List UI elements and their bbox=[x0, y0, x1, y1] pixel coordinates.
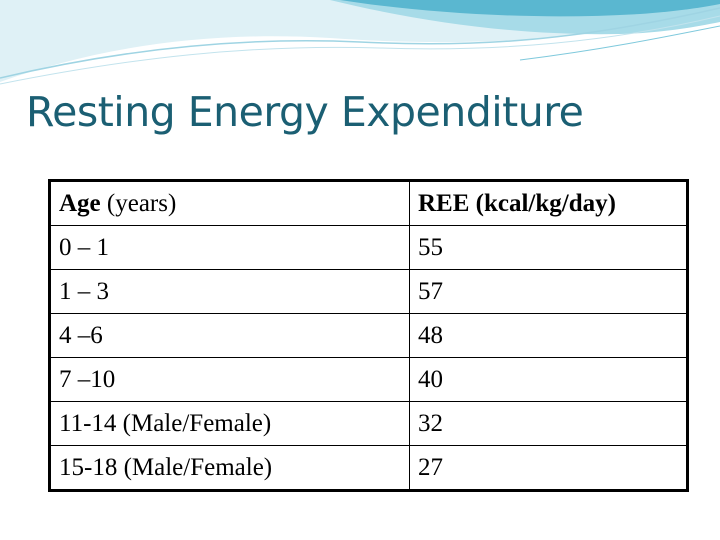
table-row: 0 – 1 55 bbox=[49, 225, 688, 270]
ree-cell: 27 bbox=[409, 445, 688, 491]
table-row: 11-14 (Male/Female) 32 bbox=[49, 401, 688, 446]
ree-cell: 57 bbox=[409, 269, 688, 314]
table-row: 4 –6 48 bbox=[49, 313, 688, 358]
header-age-unit: (years) bbox=[100, 189, 177, 217]
age-cell: 1 – 3 bbox=[49, 269, 410, 314]
ree-cell: 48 bbox=[409, 313, 688, 358]
ree-cell: 40 bbox=[409, 357, 688, 402]
age-cell: 4 –6 bbox=[49, 313, 410, 358]
table-header-row: Age (years) REE (kcal/kg/day) bbox=[49, 180, 688, 226]
table-row: 15-18 (Male/Female) 27 bbox=[49, 445, 688, 491]
ree-cell: 55 bbox=[409, 225, 688, 270]
slide-title: Resting Energy Expenditure bbox=[26, 88, 584, 136]
header-ree: REE (kcal/kg/day) bbox=[409, 180, 688, 226]
age-cell: 15-18 (Male/Female) bbox=[49, 445, 410, 491]
age-cell: 0 – 1 bbox=[49, 225, 410, 270]
ree-table: Age (years) REE (kcal/kg/day) 0 – 1 55 1… bbox=[48, 179, 689, 492]
table-row: 1 – 3 57 bbox=[49, 269, 688, 314]
header-age-label: Age bbox=[59, 189, 101, 217]
decorative-wave-banner bbox=[0, 0, 720, 85]
age-cell: 11-14 (Male/Female) bbox=[49, 401, 410, 446]
ree-cell: 32 bbox=[409, 401, 688, 446]
header-age: Age (years) bbox=[49, 180, 410, 226]
age-cell: 7 –10 bbox=[49, 357, 410, 402]
table-row: 7 –10 40 bbox=[49, 357, 688, 402]
